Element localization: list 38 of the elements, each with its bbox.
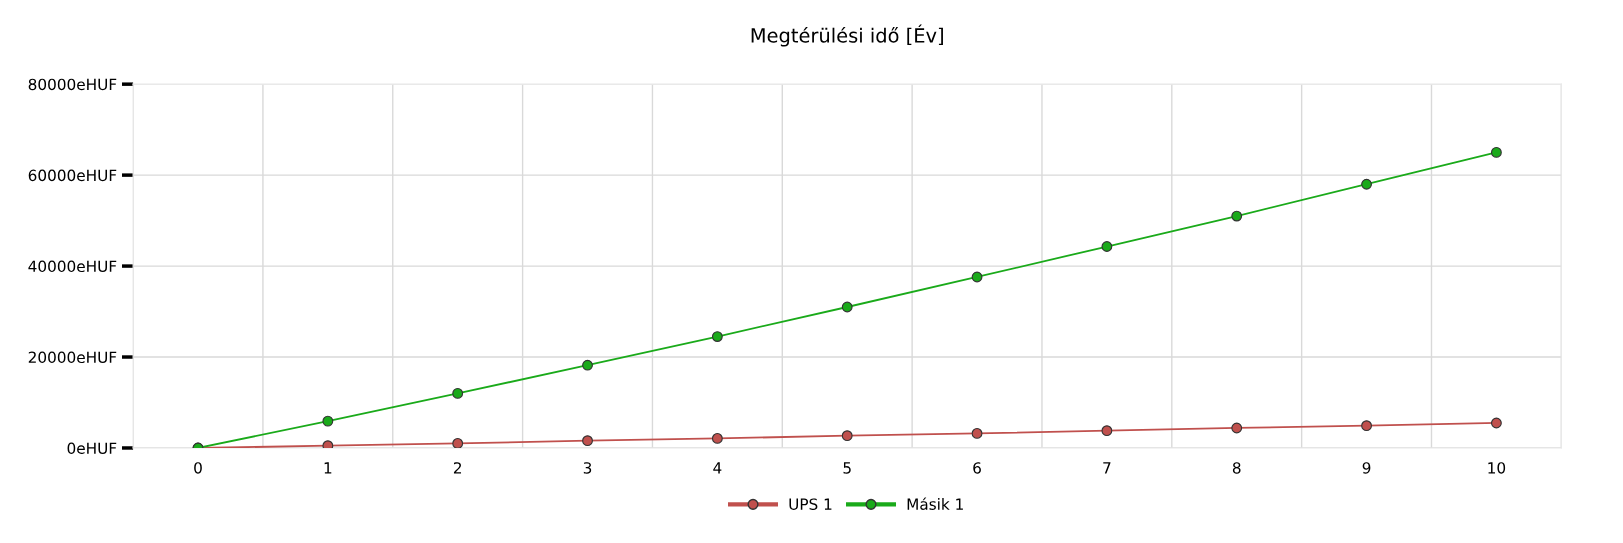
legend-label: Másik 1	[907, 497, 963, 510]
point	[452, 438, 464, 448]
x-tick-label: 0	[194, 462, 202, 474]
point	[841, 430, 853, 442]
point	[1490, 417, 1502, 429]
point	[971, 428, 983, 439]
point	[711, 433, 723, 444]
x-tick-label: 9	[1362, 462, 1371, 474]
legend-label: UPS 1	[789, 498, 832, 510]
point	[1101, 241, 1113, 252]
point	[1361, 420, 1372, 432]
y-tick-label: 80000eHUF	[28, 78, 117, 91]
x-tick-label: 7	[1103, 462, 1111, 474]
point	[841, 301, 853, 313]
point	[1361, 178, 1372, 190]
point	[1101, 425, 1113, 437]
point	[1231, 210, 1243, 222]
point	[971, 271, 983, 283]
x-tick-label: 8	[1232, 462, 1241, 474]
y-tick-label: 0eHUF	[67, 442, 117, 454]
x-tick-label: 1	[324, 462, 332, 474]
point	[582, 435, 593, 447]
point	[582, 359, 593, 371]
chart-title: Megtérülési idő [Év]	[751, 24, 943, 47]
x-tick-label: 4	[713, 462, 722, 474]
x-tick-label: 6	[973, 462, 981, 474]
point	[711, 331, 723, 342]
point	[1231, 422, 1243, 434]
x-tick-label: 5	[843, 462, 851, 474]
x-tick-label: 2	[453, 462, 462, 474]
y-tick-label: 40000eHUF	[28, 260, 117, 273]
y-tick-label: 20000eHUF	[28, 351, 117, 364]
point	[452, 387, 464, 399]
y-tick-label: 60000eHUF	[28, 169, 117, 182]
point	[322, 415, 334, 427]
x-tick-label: 3	[583, 462, 592, 474]
point	[1490, 146, 1502, 158]
x-tick-label: 10	[1488, 462, 1506, 474]
